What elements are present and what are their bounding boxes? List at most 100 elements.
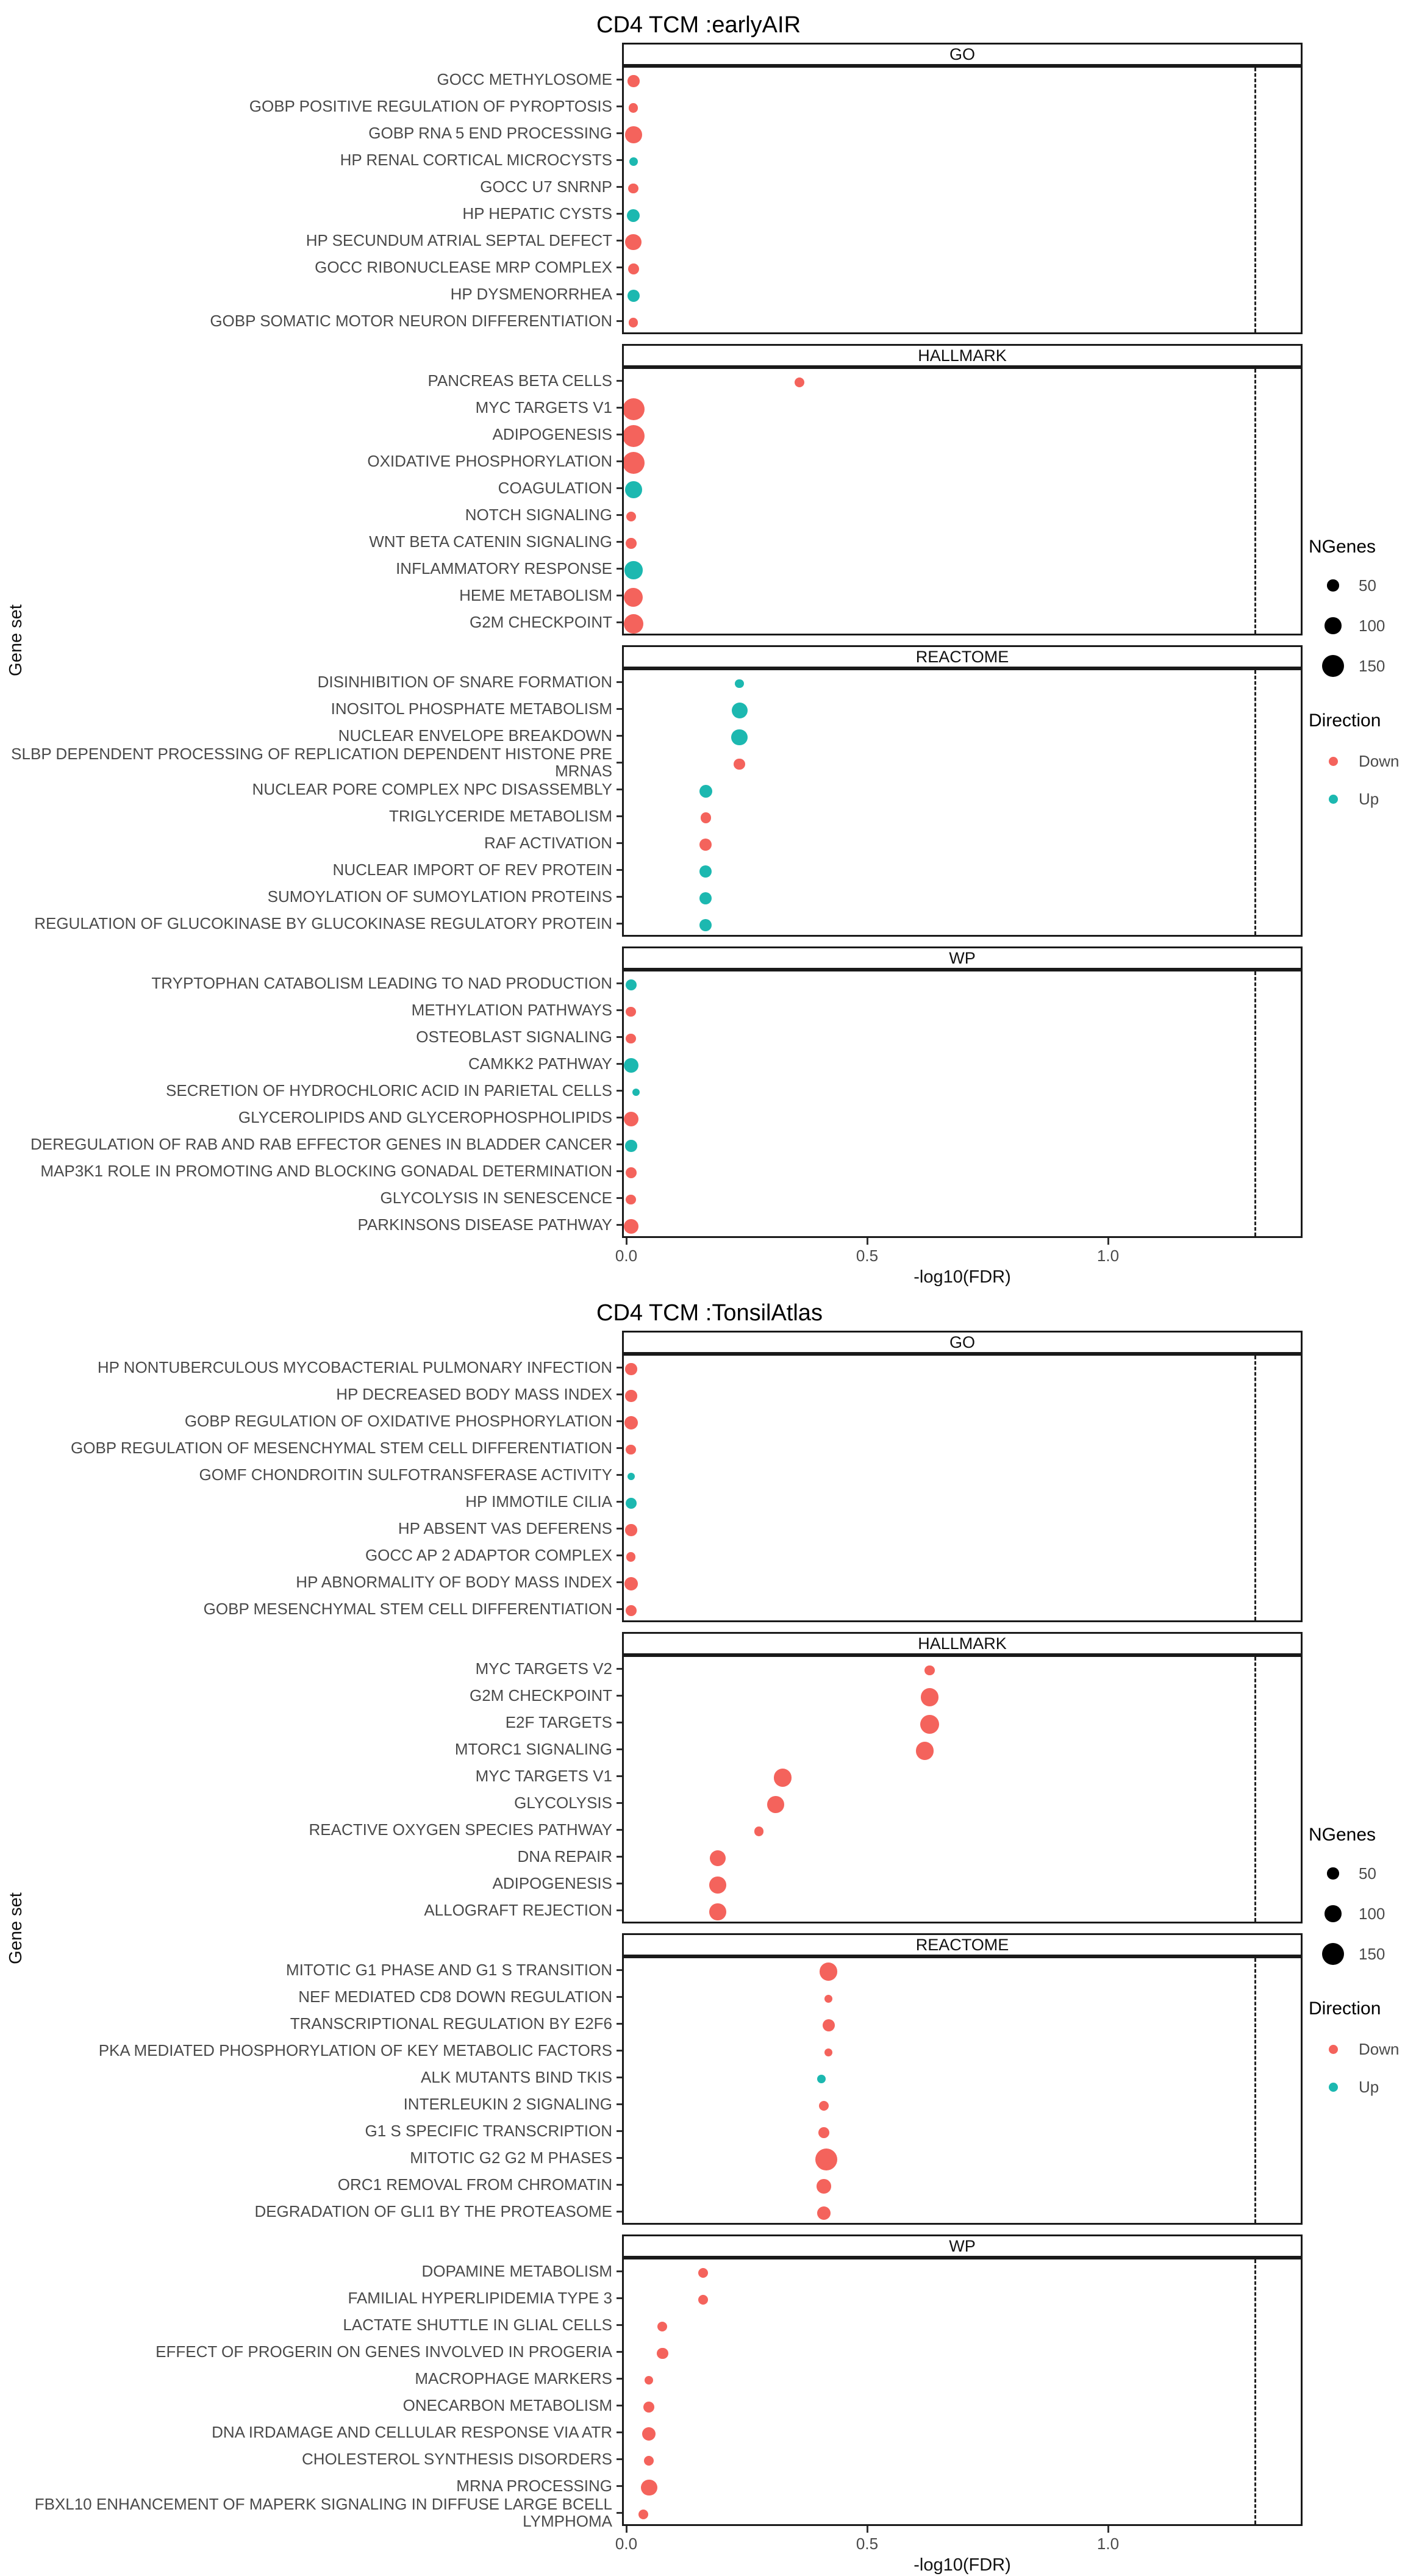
facet-strip-hallmark: HALLMARK <box>622 344 1303 367</box>
y-axis-tick <box>617 707 622 710</box>
gene-set-label: MTORC1 SIGNALING <box>454 1740 612 1758</box>
data-point-dot <box>624 425 645 447</box>
y-axis-tick <box>617 1775 622 1777</box>
y-axis-tick <box>617 460 622 462</box>
data-point-dot <box>916 1742 934 1760</box>
gene-set-label: HP ABNORMALITY OF BODY MASS INDEX <box>296 1573 612 1591</box>
data-point-dot <box>626 1194 637 1205</box>
data-point-dot <box>698 2268 709 2278</box>
gene-set-label: HEME METABOLISM <box>459 586 612 604</box>
gene-set-label: DISINHIBITION OF SNARE FORMATION <box>317 673 612 691</box>
gene-set-label: GOCC AP 2 ADAPTOR COMPLEX <box>365 1546 612 1564</box>
gene-set-label: REACTIVE OXYGEN SPECIES PATHWAY <box>309 1820 612 1839</box>
gene-set-label: SLBP DEPENDENT PROCESSING OF REPLICATION… <box>11 745 612 780</box>
data-point-dot <box>625 1497 637 1509</box>
data-point-dot <box>624 1219 638 1234</box>
gene-set-label: ADIPOGENESIS <box>492 1874 613 1892</box>
data-point-dot <box>699 838 712 851</box>
y-axis-tick <box>617 1909 622 1911</box>
y-axis-tick <box>617 185 622 188</box>
x-axis-tick-label: 0.0 <box>615 2535 638 2553</box>
data-point-dot <box>817 2206 831 2220</box>
data-point-dot <box>734 758 745 770</box>
gene-set-label: PKA MEDIATED PHOSPHORYLATION OF KEY META… <box>98 2041 612 2059</box>
data-point-dot <box>822 2019 835 2032</box>
gene-set-label: PANCREAS BETA CELLS <box>427 371 612 390</box>
y-axis-tick <box>617 761 622 764</box>
data-point-dot <box>626 1552 636 1562</box>
data-point-dot <box>699 918 712 932</box>
data-point-dot <box>624 1416 638 1429</box>
x-axis-tick <box>1107 2526 1109 2533</box>
data-point-dot <box>624 1577 638 1590</box>
legend-size-label: 150 <box>1359 1945 1385 1963</box>
y-axis-tick <box>617 842 622 844</box>
gene-set-label: ONECARBON METABOLISM <box>402 2396 612 2414</box>
data-point-dot <box>624 587 643 607</box>
gene-set-label: ADIPOGENESIS <box>492 425 613 443</box>
y-axis-tick <box>617 487 622 489</box>
x-axis-tick <box>625 1238 627 1245</box>
y-axis-tick <box>617 1828 622 1831</box>
y-axis-tick <box>617 132 622 134</box>
legend-ngenes-title: NGenes <box>1309 1825 1376 1845</box>
gene-set-label: INOSITOL PHOSPHATE METABOLISM <box>331 699 612 718</box>
data-point-dot <box>644 2375 654 2385</box>
y-axis-tick <box>617 2324 622 2326</box>
gene-set-label: MAP3K1 ROLE IN PROMOTING AND BLOCKING GO… <box>40 1162 612 1180</box>
data-point-dot <box>643 2401 655 2413</box>
significance-threshold-line <box>1254 1657 1256 1922</box>
gene-set-label: G2M CHECKPOINT <box>469 1686 612 1705</box>
legend-size-dot <box>1322 1943 1344 1965</box>
gene-set-label: GOBP MESENCHYMAL STEM CELL DIFFERENTIATI… <box>203 1600 612 1618</box>
data-point-dot <box>627 263 640 275</box>
gene-set-label: G2M CHECKPOINT <box>469 613 612 631</box>
gene-set-label: NUCLEAR ENVELOPE BREAKDOWN <box>338 726 612 745</box>
gene-set-label: SUMOYLATION OF SUMOYLATION PROTEINS <box>267 887 612 906</box>
gene-set-label: GOBP REGULATION OF OXIDATIVE PHOSPHORYLA… <box>184 1412 612 1430</box>
y-axis-tick <box>617 1062 622 1065</box>
data-point-dot <box>709 1877 726 1894</box>
data-point-dot <box>629 318 638 327</box>
y-axis-tick <box>617 159 622 161</box>
significance-threshold-line <box>1254 68 1256 332</box>
y-axis-tick <box>617 433 622 435</box>
facet-panel-reactome <box>622 1956 1303 2225</box>
gene-set-label: HP ABSENT VAS DEFERENS <box>398 1519 612 1537</box>
data-point-dot <box>698 2295 709 2305</box>
gene-set-label: MITOTIC G1 PHASE AND G1 S TRANSITION <box>285 1961 612 1979</box>
y-axis-tick <box>617 1170 622 1172</box>
y-axis-tick <box>617 266 622 268</box>
x-axis-tick <box>866 1238 868 1245</box>
data-point-dot <box>657 2322 668 2331</box>
y-axis-tick <box>617 1882 622 1884</box>
gene-set-label: ALLOGRAFT REJECTION <box>424 1901 612 1919</box>
data-point-dot <box>627 1472 635 1481</box>
data-point-dot <box>626 512 636 521</box>
facet-panel-hallmark <box>622 367 1303 635</box>
y-axis-tick <box>617 2270 622 2272</box>
data-point-dot <box>817 2074 826 2084</box>
y-axis-tick <box>617 1801 622 1804</box>
data-point-dot <box>638 2510 648 2519</box>
legend-size-label: 50 <box>1359 576 1376 595</box>
facet-strip-reactome: REACTOME <box>622 1933 1303 1956</box>
y-axis-tick <box>617 788 622 790</box>
plot-title-tonsilatlas: CD4 TCM :TonsilAtlas <box>596 1300 823 1326</box>
data-point-dot <box>735 679 744 689</box>
gene-set-label: NOTCH SIGNALING <box>465 506 612 524</box>
legend-size-dot <box>1325 1905 1342 1922</box>
y-axis-tick <box>617 1500 622 1503</box>
y-axis-tick <box>617 621 622 623</box>
gene-set-label: MACROPHAGE MARKERS <box>415 2369 612 2388</box>
data-point-dot <box>815 2148 837 2170</box>
data-point-dot <box>632 1088 640 1097</box>
legend-direction-dot <box>1328 2082 1338 2092</box>
facet-panel-hallmark <box>622 1655 1303 1923</box>
data-point-dot <box>629 157 638 166</box>
data-point-dot <box>629 103 638 113</box>
gene-set-label: ORC1 REMOVAL FROM CHROMATIN <box>337 2175 612 2194</box>
y-axis-tick <box>617 2458 622 2460</box>
y-axis-tick <box>617 1447 622 1449</box>
data-point-dot <box>625 481 642 498</box>
